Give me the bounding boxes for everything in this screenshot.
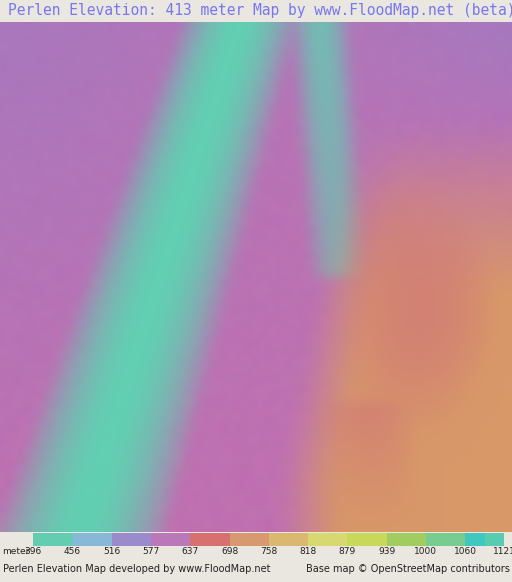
Bar [308, 533, 347, 546]
Text: 1121: 1121 [493, 548, 512, 556]
Text: 456: 456 [64, 548, 81, 556]
Bar [229, 533, 269, 546]
Text: 818: 818 [300, 548, 317, 556]
Text: Perlen Elevation Map developed by www.FloodMap.net: Perlen Elevation Map developed by www.Fl… [3, 564, 270, 574]
Text: 396: 396 [25, 548, 42, 556]
Text: 1060: 1060 [454, 548, 477, 556]
Bar [426, 533, 465, 546]
Bar [465, 533, 485, 546]
Text: 939: 939 [378, 548, 395, 556]
Text: 879: 879 [338, 548, 356, 556]
Text: 1000: 1000 [414, 548, 437, 556]
Bar [347, 533, 387, 546]
Bar [190, 533, 229, 546]
Text: meter: meter [3, 548, 30, 556]
Bar [465, 533, 504, 546]
Text: Base map © OpenStreetMap contributors: Base map © OpenStreetMap contributors [306, 564, 509, 574]
Text: 577: 577 [142, 548, 160, 556]
Text: 758: 758 [260, 548, 278, 556]
Text: 516: 516 [103, 548, 120, 556]
Bar [112, 533, 151, 546]
Bar [269, 533, 308, 546]
Bar [33, 533, 73, 546]
Text: 698: 698 [221, 548, 238, 556]
Bar [73, 533, 112, 546]
Text: Perlen Elevation: 413 meter Map by www.FloodMap.net (beta): Perlen Elevation: 413 meter Map by www.F… [8, 3, 512, 19]
Bar [387, 533, 426, 546]
Text: 637: 637 [182, 548, 199, 556]
Bar [151, 533, 190, 546]
